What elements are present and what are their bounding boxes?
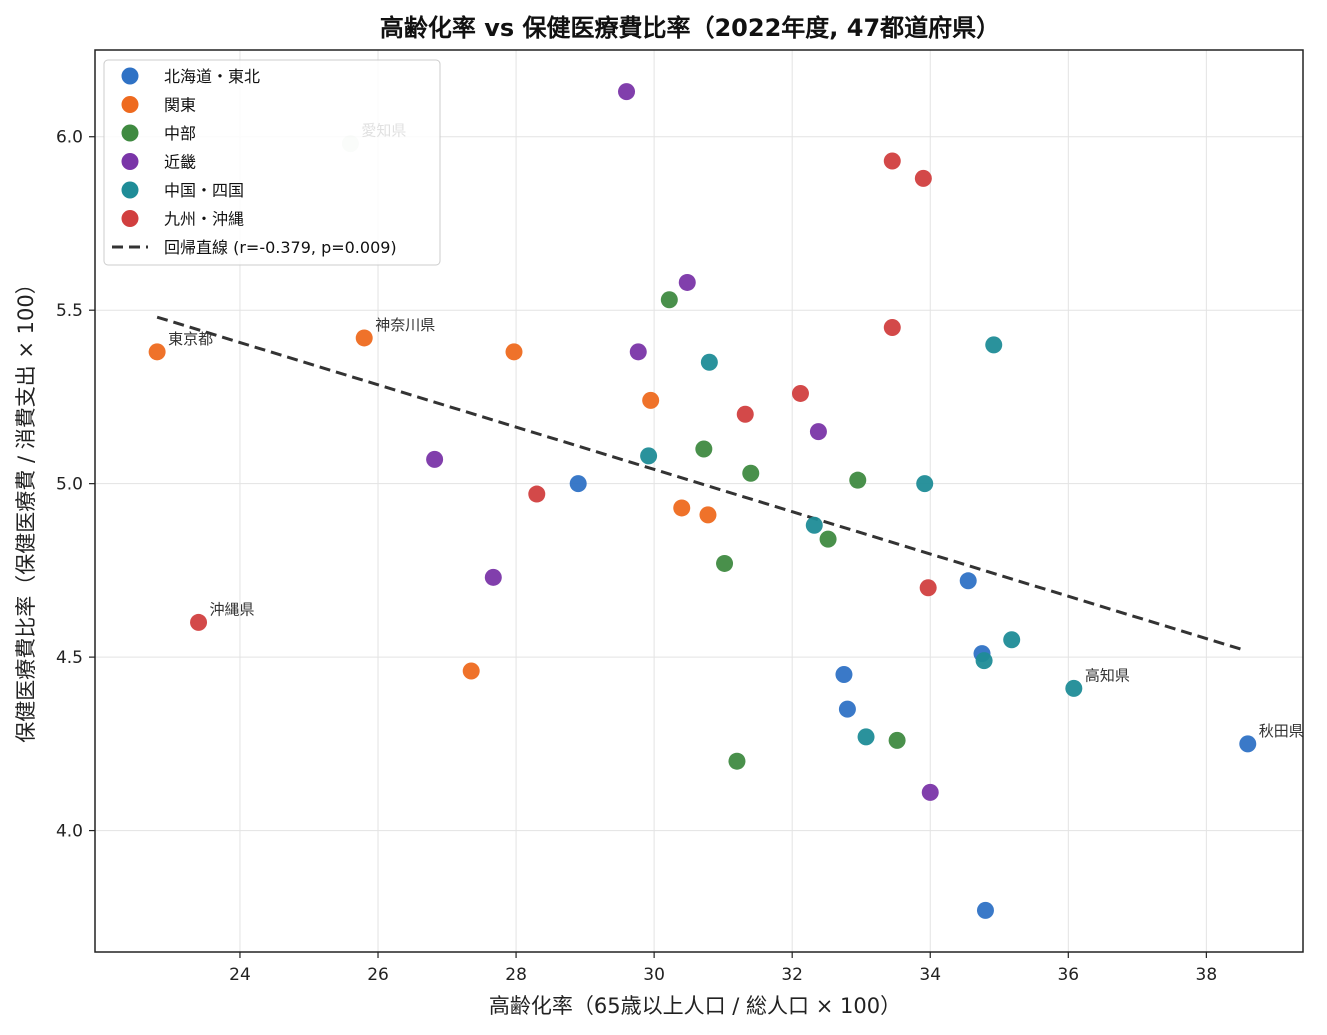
- legend-marker: [121, 210, 139, 227]
- x-axis-label: 高齢化率（65歳以上人口 / 総人口 × 100）: [489, 994, 901, 1018]
- x-tick-label: 38: [1196, 965, 1218, 985]
- data-point: [1003, 631, 1021, 649]
- data-point: [678, 273, 696, 291]
- data-point: [695, 440, 713, 458]
- data-point: [528, 485, 546, 503]
- legend-label: 回帰直線 (r=-0.379, p=0.009): [164, 238, 397, 257]
- data-point: [857, 728, 875, 746]
- data-point: [673, 499, 691, 517]
- data-point: [919, 579, 937, 597]
- data-point: [849, 471, 867, 489]
- data-point: [838, 700, 856, 718]
- y-tick-label: 4.0: [56, 822, 83, 842]
- data-point: [819, 530, 837, 548]
- x-tick-label: 30: [643, 965, 665, 985]
- data-point: [914, 169, 932, 187]
- data-point: [883, 152, 901, 170]
- data-point: [629, 343, 647, 361]
- data-point: [660, 291, 678, 309]
- data-point: [916, 475, 934, 493]
- x-tick-label: 32: [781, 965, 803, 985]
- y-tick-label: 6.0: [56, 128, 83, 148]
- data-point: [835, 665, 853, 683]
- data-point: [791, 384, 809, 402]
- legend-label: 北海道・東北: [164, 67, 260, 86]
- data-point: [883, 319, 901, 337]
- point-annotation: 高知県: [1085, 666, 1130, 684]
- data-point: [1065, 679, 1083, 697]
- data-points: [148, 83, 1257, 919]
- data-point: [716, 554, 734, 572]
- data-point: [355, 329, 373, 347]
- data-point: [921, 783, 939, 801]
- legend-marker: [121, 181, 139, 199]
- y-axis-label: 保健医療費比率（保健医療費 / 消費支出 × 100）: [14, 273, 38, 742]
- legend-label: 近畿: [164, 153, 196, 172]
- regression-layer: [156, 315, 1245, 652]
- data-point: [642, 391, 660, 409]
- data-point: [462, 662, 480, 680]
- legend-marker: [121, 153, 139, 170]
- chart-title: 高齢化率 vs 保健医療費比率（2022年度, 47都道府県）: [380, 14, 1000, 42]
- x-tick-label: 28: [505, 965, 527, 985]
- data-point: [888, 731, 906, 749]
- legend-label: 中国・四国: [164, 181, 244, 200]
- data-point: [505, 343, 523, 361]
- data-point: [728, 752, 746, 770]
- point-annotation: 秋田県: [1259, 722, 1304, 740]
- legend-marker: [121, 96, 139, 113]
- point-annotation: 神奈川県: [375, 316, 435, 334]
- legend-label: 関東: [164, 96, 196, 115]
- y-tick-label: 4.5: [56, 648, 83, 668]
- data-point: [190, 613, 208, 631]
- data-point: [976, 901, 994, 919]
- regression-line: [156, 315, 1245, 652]
- legend-label: 九州・沖縄: [164, 210, 244, 229]
- data-point: [1239, 735, 1257, 753]
- data-point: [640, 447, 658, 465]
- data-point: [148, 343, 166, 361]
- data-point: [700, 353, 718, 371]
- x-tick-label: 26: [367, 965, 389, 985]
- data-point: [484, 568, 502, 586]
- data-point: [809, 423, 827, 441]
- data-point: [985, 336, 1003, 354]
- data-point: [426, 450, 444, 468]
- y-tick-label: 5.5: [56, 301, 83, 321]
- data-point: [975, 652, 993, 670]
- ticks: 24 26 28 30 32 34 36 38 4.0 4.5 5.0 5.5 6.0: [56, 128, 1217, 985]
- legend-marker: [121, 124, 139, 142]
- legend-label: 中部: [164, 124, 196, 143]
- data-point: [805, 516, 823, 534]
- point-annotation: 沖縄県: [210, 600, 255, 618]
- legend-box: [103, 59, 441, 266]
- legend-marker: [121, 67, 139, 85]
- data-point: [569, 475, 587, 493]
- x-tick-label: 34: [919, 965, 941, 985]
- y-tick-label: 5.0: [56, 475, 83, 495]
- data-point: [742, 464, 760, 482]
- x-tick-label: 24: [229, 965, 251, 985]
- x-tick-label: 36: [1057, 965, 1079, 985]
- point-annotation: 東京都: [168, 330, 213, 348]
- data-point: [699, 506, 717, 524]
- data-point: [618, 83, 636, 101]
- data-point: [959, 572, 977, 590]
- plot-frame: [94, 49, 1304, 953]
- data-point: [736, 405, 754, 423]
